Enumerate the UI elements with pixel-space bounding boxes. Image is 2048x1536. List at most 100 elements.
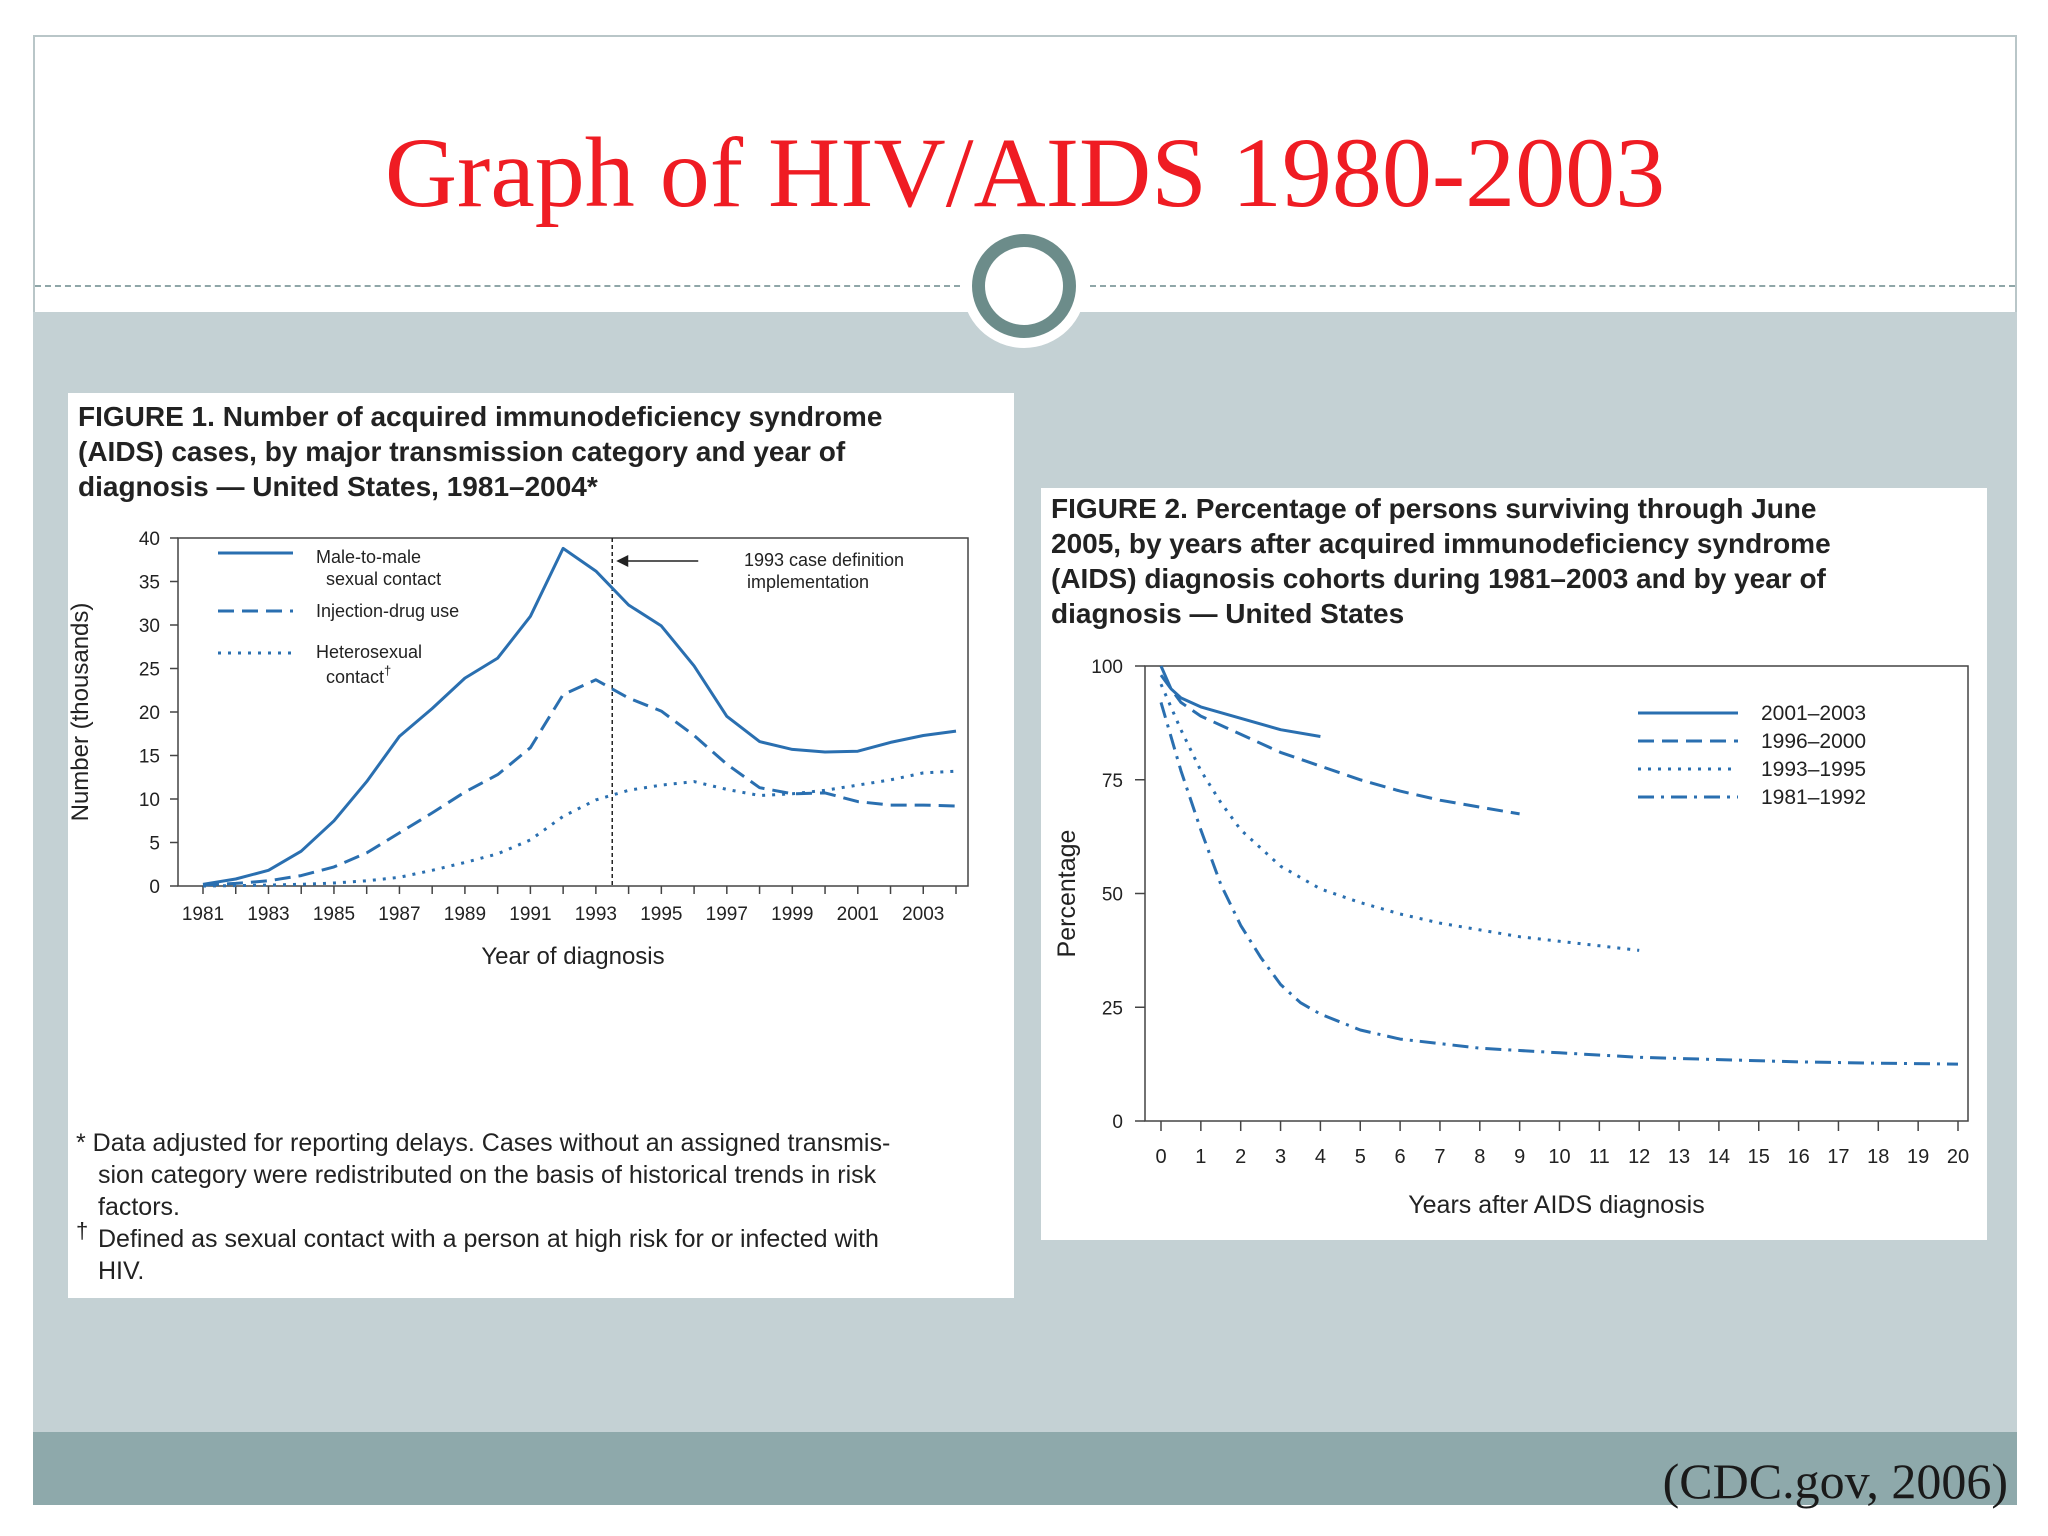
x-tick-label: 10 [1548,1146,1570,1168]
legend-label: Injection-drug use [316,601,459,621]
figure1-title-line: FIGURE 1. Number of acquired immunodefic… [78,401,883,432]
footnote-line: factors. [98,1193,180,1221]
x-tick-label: 1 [1195,1146,1206,1168]
figure1-title: FIGURE 1. Number of acquired immunodefic… [78,399,882,504]
footnote-line: * Data adjusted for reporting delays. Ca… [76,1129,891,1157]
x-tick-label: 14 [1708,1146,1730,1168]
legend-label: 2001–2003 [1761,702,1866,725]
figure2-panel: FIGURE 2. Percentage of persons survivin… [1041,488,1987,1240]
y-tick-label: 100 [1091,657,1123,678]
legend-dagger: † [384,663,391,678]
footnote-line-2: † Defined as sexual contact with a perso… [76,1218,1006,1255]
figure1-marks: 0 5 10 15 20 25 30 35 40 1981 1983 1985 1987 1989 1991… [68,529,969,970]
series-line-1993-1995 [1159,683,1640,952]
figure2-title-line: diagnosis — United States [1051,598,1405,629]
y-tick-label: 40 [139,529,160,550]
x-tick-label: 20 [1947,1146,1969,1168]
x-tick-label: 2001 [837,904,879,925]
annotation-text: 1993 case definition [744,550,904,570]
x-tick-label: 11 [1589,1146,1610,1168]
footnote-text: Defined as sexual contact with a person … [98,1225,879,1253]
x-tick-label: 1999 [771,904,813,925]
x-tick-label: 12 [1628,1146,1650,1168]
figure2-title-line: FIGURE 2. Percentage of persons survivin… [1051,493,1817,524]
y-tick-label: 0 [1112,1112,1123,1133]
y-tick-label: 10 [139,790,160,811]
dagger-mark: † [76,1218,89,1243]
figure2-title-line: 2005, by years after acquired immunodefi… [1051,528,1831,559]
x-tick-label: 3 [1275,1146,1286,1168]
y-tick-label: 25 [1102,998,1123,1019]
legend-label: sexual contact [326,569,441,589]
y-tick-label: 20 [139,703,160,724]
legend-label: 1993–1995 [1761,758,1866,781]
x-tick-label: 1993 [575,904,617,925]
x-tick-label: 1991 [509,904,551,925]
y-axis-label: Percentage [1053,830,1081,958]
y-axis-label: Number (thousands) [68,603,94,822]
footnote-line: HIV. [98,1257,145,1285]
x-tick-label: 2 [1235,1146,1246,1168]
x-tick-label: 7 [1434,1146,1445,1168]
x-tick-label: 13 [1668,1146,1690,1168]
x-tick-label: 8 [1474,1146,1485,1168]
x-tick-label: 1983 [247,904,289,925]
y-tick-label: 25 [139,660,160,681]
x-tick-label: 4 [1315,1146,1326,1168]
x-axis-label: Years after AIDS diagnosis [1408,1191,1704,1219]
x-tick-label: 1987 [378,904,420,925]
legend-label: contact† [326,663,391,687]
x-axis-label: Year of diagnosis [481,943,664,970]
footer-band [33,1432,2017,1505]
figure1-title-line: (AIDS) cases, by major transmission cate… [78,436,846,467]
y-tick-label: 30 [139,616,160,637]
slide-title: Graph of HIV/AIDS 1980-2003 [384,117,1666,228]
legend-label: 1996–2000 [1761,730,1866,753]
series-line-1981-1992 [1159,701,1959,1066]
x-tick-label: 15 [1748,1146,1770,1168]
divider-line-right [1090,285,2015,287]
series-line-male-to-male [202,546,957,886]
y-tick-label: 50 [1102,885,1123,906]
y-tick-label: 0 [149,877,160,898]
x-tick-label: 6 [1395,1146,1406,1168]
y-tick-label: 15 [139,747,160,768]
x-tick-label: 1985 [313,904,355,925]
series-line-injection-drug [202,678,957,887]
x-tick-label: 1989 [444,904,486,925]
annotation-arrowhead [616,555,629,567]
x-tick-label: 18 [1867,1146,1889,1168]
x-tick-label: 1981 [182,904,224,925]
y-tick-label: 5 [149,834,160,855]
figure1-chart: 0 5 10 15 20 25 30 35 40 1981 1983 1985 1987 1989 1991… [68,529,969,970]
x-tick-label: 17 [1827,1146,1849,1168]
y-tick-label: 75 [1102,771,1123,792]
divider-line-left [35,285,960,287]
x-tick-label: 5 [1355,1146,1366,1168]
x-tick-label: 1997 [706,904,748,925]
figure1-panel: FIGURE 1. Number of acquired immunodefic… [68,393,1014,1298]
divider-ornament-center [982,244,1066,328]
legend-label: Male-to-male [316,547,421,567]
series-line-2001-2003 [1159,665,1321,738]
figure1-title-line: diagnosis — United States, 1981–2004* [78,471,598,502]
y-tick-label: 35 [139,573,160,594]
legend-label: 1981–1992 [1761,786,1866,809]
series-line-heterosexual [202,769,957,888]
x-tick-label: 1995 [640,904,682,925]
x-tick-label: 19 [1907,1146,1929,1168]
series-line-1996-2000 [1159,674,1520,816]
x-tick-label: 16 [1787,1146,1809,1168]
figure1-footnotes: * Data adjusted for reporting delays. Ca… [76,1127,1006,1287]
x-tick-label: 0 [1155,1146,1166,1168]
annotation-text: implementation [747,572,869,592]
figure2-title: FIGURE 2. Percentage of persons survivin… [1051,491,1831,631]
figure2-title-line: (AIDS) diagnosis cohorts during 1981–200… [1051,563,1826,594]
citation: (CDC.gov, 2006) [1662,1453,2008,1509]
title-area: Graph of HIV/AIDS 1980-2003 [33,35,2017,285]
footnote-line: sion category were redistributed on the … [98,1161,877,1189]
x-tick-label: 2003 [902,904,944,925]
legend-label: Heterosexual [316,642,422,662]
